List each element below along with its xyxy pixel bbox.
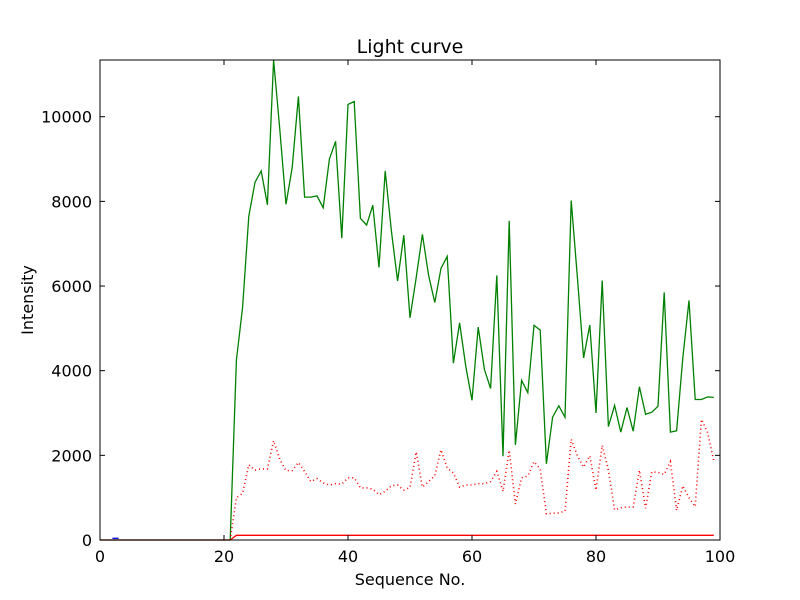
y-tick-label: 2000 — [51, 446, 92, 465]
y-tick-label: 8000 — [51, 192, 92, 211]
x-tick-label: 20 — [214, 547, 234, 566]
chart-title: Light curve — [357, 36, 464, 58]
plot-frame — [99, 59, 721, 541]
y-tick-label: 10000 — [41, 108, 92, 127]
y-axis-label: Intensity — [18, 265, 37, 335]
y-tick-label: 0 — [82, 531, 92, 550]
y-tick-label: 6000 — [51, 277, 92, 296]
x-tick-label: 100 — [705, 547, 736, 566]
tick-layer: 0 20 40 60 80 100 0 2000 4000 6000 8000 10000 — [41, 60, 735, 566]
x-tick-label: 40 — [338, 547, 358, 566]
x-axis-label: Sequence No. — [355, 570, 466, 589]
x-tick-label: 0 — [95, 547, 105, 566]
x-tick-label: 60 — [462, 547, 482, 566]
series-line-red-dotted — [229, 416, 715, 541]
y-tick-label: 4000 — [51, 362, 92, 381]
x-tick-label: 80 — [586, 547, 606, 566]
